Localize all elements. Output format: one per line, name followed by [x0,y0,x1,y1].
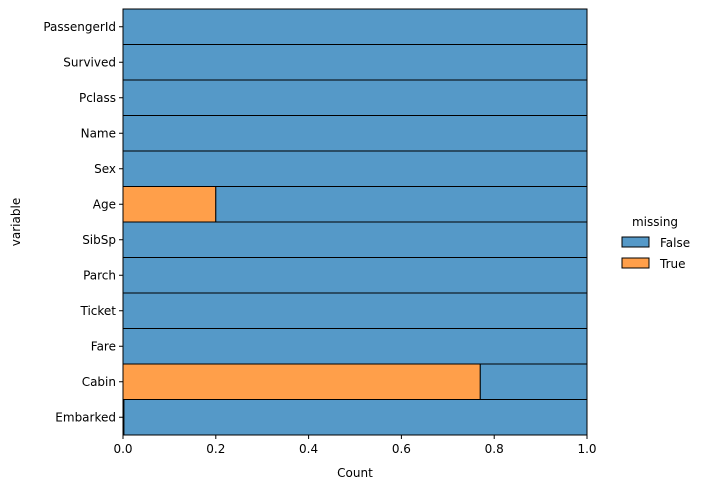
y-tick-label: SibSp [82,233,116,247]
bar-cabin-false [479,363,588,400]
bar-cabin-true [122,363,481,400]
y-tick-label: Survived [63,55,116,69]
bars-group [122,8,588,436]
x-axis-ticks: 0.0 0.2 0.4 0.6 0.8 1.0 [113,435,597,456]
bar-ticket-false [122,292,588,329]
y-tick-label: Fare [91,339,116,353]
bar-parch-false [122,257,588,294]
bar-survived-false [122,44,588,81]
x-tick-label: 0.4 [299,442,318,456]
y-tick-label: PassengerId [43,20,116,34]
bar-age-false [215,186,588,223]
bar-sex-false [122,150,588,187]
legend-swatch-true [621,257,650,269]
x-tick-label: 0.2 [206,442,225,456]
y-tick-label: Embarked [55,410,116,424]
legend: missing False True [621,215,690,271]
y-tick-label: Age [93,197,116,211]
bar-name-false [122,115,588,152]
x-tick-label: 0.6 [392,442,411,456]
y-axis-label: variable [9,198,23,246]
y-tick-label: Sex [94,162,116,176]
bar-pclass-false [122,79,588,116]
y-tick-label: Pclass [79,91,116,105]
legend-swatch-false [621,236,650,248]
bar-fare-false [122,328,588,365]
y-tick-label: Cabin [82,375,116,389]
legend-label-true: True [659,257,686,271]
y-tick-label: Parch [83,268,116,282]
bar-passengerid-false [122,8,588,45]
x-tick-label: 0.8 [485,442,504,456]
x-tick-label: 0.0 [113,442,132,456]
legend-label-false: False [660,236,690,250]
x-tick-label: 1.0 [577,442,596,456]
y-tick-label: Ticket [79,304,116,318]
legend-title: missing [632,215,678,229]
bar-sibsp-false [122,221,588,258]
y-axis-ticks: PassengerId Survived Pclass Name Sex Age SibSp… [43,20,123,424]
bar-age-true [122,186,217,223]
y-tick-label: Name [81,126,116,140]
x-axis-label: Count [337,466,373,480]
bar-embarked-false [123,399,588,436]
